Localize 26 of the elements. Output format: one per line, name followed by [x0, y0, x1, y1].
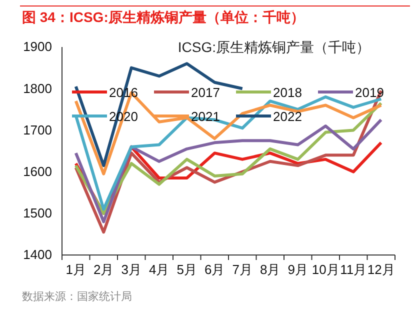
- y-tick-label: 1500: [23, 206, 52, 221]
- x-tick-label: 9月: [288, 262, 308, 278]
- source-note: 数据来源：国家统计局: [22, 290, 132, 303]
- legend-label: 2019: [355, 85, 384, 100]
- y-tick-label: 1600: [23, 164, 52, 179]
- line-series: [74, 62, 244, 168]
- y-tick-label: 1400: [23, 247, 52, 262]
- legend-label: 2018: [273, 85, 302, 100]
- x-tick-label: 11月: [340, 262, 367, 278]
- x-tick-label: 5月: [176, 262, 197, 278]
- x-tick-label: 4月: [149, 262, 170, 278]
- legend-label: 2022: [273, 109, 302, 124]
- x-tick-label: 3月: [121, 262, 142, 278]
- y-tick-label: 1900: [23, 39, 52, 54]
- x-tick-label: 12月: [367, 262, 395, 278]
- y-tick-label: 1700: [23, 122, 52, 138]
- chart-subtitle: ICSG:原生精炼铜产量（千吨）: [178, 39, 370, 55]
- x-tick-label: 2月: [94, 262, 114, 278]
- x-tick-label: 10月: [312, 262, 340, 278]
- y-tick-label: 1800: [23, 80, 52, 96]
- x-tick-label: 6月: [204, 262, 225, 278]
- x-tick-label: 7月: [232, 262, 252, 278]
- x-tick-label: 1月: [66, 262, 86, 278]
- x-tick-label: 8月: [260, 262, 280, 278]
- chart-title: 图 34：ICSG:原生精炼铜产量（单位：千吨）: [22, 9, 304, 25]
- legend-label: 2017: [191, 85, 220, 100]
